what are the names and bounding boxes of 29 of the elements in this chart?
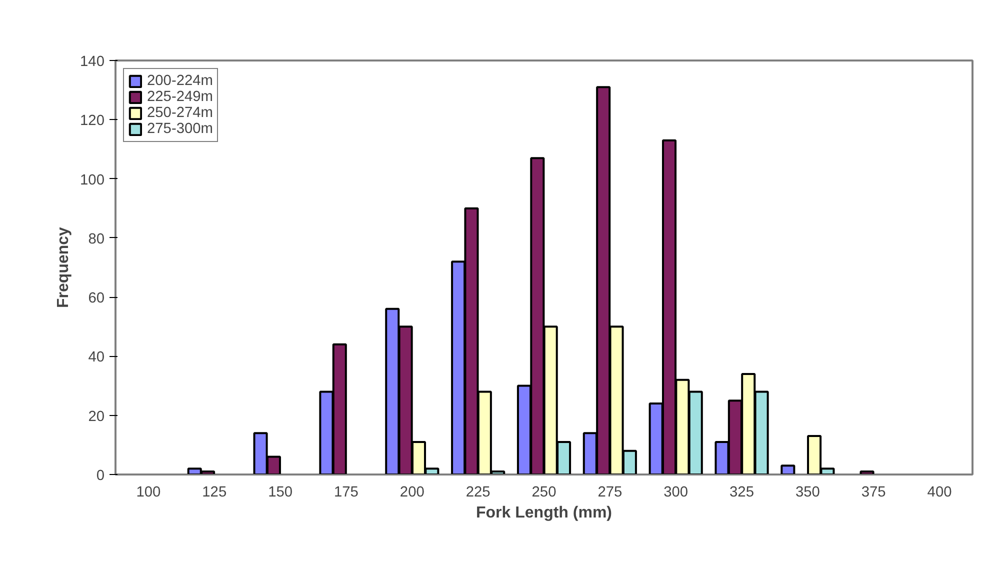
legend-label: 225-249m — [147, 89, 213, 105]
x-tick-label: 125 — [202, 484, 227, 500]
y-tick-label: 100 — [80, 172, 105, 188]
bar — [860, 470, 874, 474]
x-tick-label: 325 — [730, 484, 754, 500]
x-tick-label: 275 — [598, 484, 622, 500]
x-tick-label: 175 — [334, 484, 358, 500]
legend-label: 275-300m — [147, 121, 213, 137]
x-tick-label: 100 — [136, 484, 161, 500]
x-tick-label: 250 — [532, 484, 556, 500]
y-tick-label: 140 — [80, 54, 105, 70]
y-tick-label: 80 — [88, 231, 105, 248]
y-tick-label: 60 — [88, 290, 105, 307]
x-tick-label: 300 — [664, 484, 688, 500]
y-tick-label: 120 — [80, 113, 105, 130]
x-axis-title: Fork Length (mm) — [476, 504, 612, 522]
x-tick-label: 400 — [927, 484, 952, 500]
x-tick-label: 350 — [795, 484, 820, 500]
legend-label: 250-274m — [147, 105, 213, 121]
x-tick-label: 150 — [268, 484, 293, 500]
y-axis-title: Frequency — [55, 226, 72, 308]
y-tick-label: 0 — [96, 468, 105, 484]
x-tick-label: 225 — [466, 484, 490, 500]
legend-label: 200-224m — [147, 73, 213, 89]
x-tick-label: 200 — [400, 484, 424, 500]
bar — [780, 464, 796, 474]
x-tick-label: 375 — [861, 484, 886, 500]
y-tick-label: 20 — [88, 408, 105, 425]
y-tick-label: 40 — [88, 350, 105, 366]
